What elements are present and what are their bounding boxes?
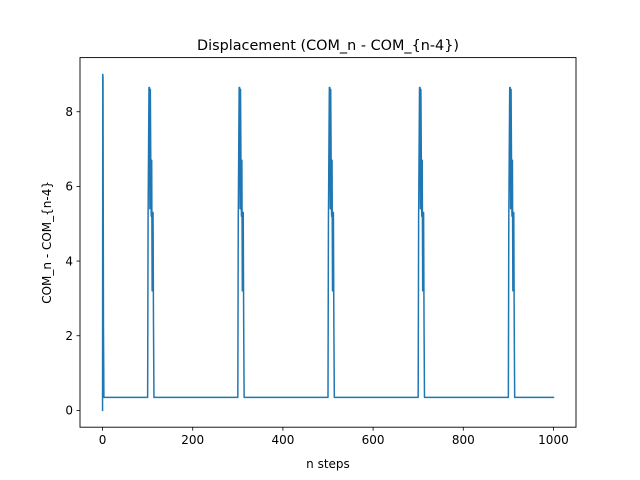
chart-title: Displacement (COM_n - COM_{n-4}): [197, 38, 459, 54]
x-tick-label: 200: [181, 433, 204, 447]
x-axis-label: n steps: [306, 457, 350, 471]
x-tick-label: 800: [452, 433, 475, 447]
x-tick-label: 600: [362, 433, 385, 447]
y-tick-label: 4: [65, 254, 73, 268]
axes-frame: [79, 57, 577, 428]
plot-area: [101, 73, 555, 412]
axis-ticks: 0 200 400 600 800 1000 0 2 4 6 8: [65, 105, 568, 447]
x-tick-label: 1000: [538, 433, 569, 447]
y-tick-label: 0: [65, 404, 73, 418]
y-tick-label: 8: [65, 105, 73, 119]
y-axis-label: COM_n - COM_{n-4}: [40, 181, 54, 304]
y-tick-label: 2: [65, 329, 73, 343]
y-tick-label: 6: [65, 180, 73, 194]
series-line-0: [101, 73, 555, 412]
x-tick-label: 0: [99, 433, 107, 447]
x-tick-label: 400: [271, 433, 294, 447]
